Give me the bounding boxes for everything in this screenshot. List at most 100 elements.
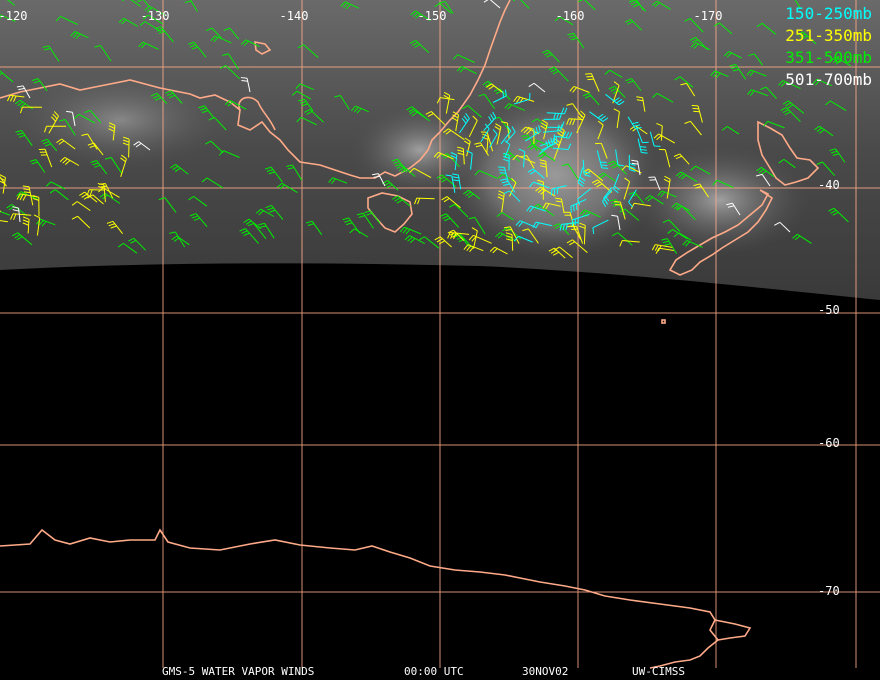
wind-barb [627,116,642,130]
wind-barb [755,173,771,187]
wind-barb [494,123,502,145]
wind-barb [567,32,585,49]
wind-barb [468,216,486,235]
wind-barb [41,138,58,152]
lat-label: -40 [818,178,840,192]
wind-barb [780,107,801,123]
wind-barb [577,167,586,187]
wind-barb [774,221,791,233]
wind-barb [0,174,6,194]
wind-barb [94,44,112,62]
wind-barb [410,10,431,22]
wind-barb [684,18,704,33]
wind-barb [653,133,676,144]
wind-barb [97,187,120,198]
wind-barb [276,182,298,194]
wind-barb [15,129,33,146]
wind-barb [778,158,796,169]
wind-barb [440,213,460,228]
wind-barb [468,115,478,138]
wind-barb [38,148,53,168]
wind-barb [443,91,451,114]
wind-barb [582,92,600,106]
wind-barb [356,212,374,229]
wind-barb [682,239,703,248]
wind-barb [661,238,678,254]
wind-barb [468,234,492,244]
wind-barb [673,153,690,165]
wind-barb [334,94,350,110]
australia-coast [0,0,511,179]
wind-barb [512,0,530,9]
wind-barb [658,148,671,168]
wind-barb [286,164,303,181]
wind-barb [636,96,646,112]
lon-label: -160 [555,9,585,23]
wind-barb [32,194,40,217]
wind-barb [505,232,514,251]
wind-barb [505,126,516,143]
wind-barb [396,164,416,177]
wind-barb [44,125,67,133]
wind-barb [351,105,369,114]
wind-barb [304,109,324,123]
wind-barb [449,203,469,218]
wind-barb [434,2,452,14]
barbs-150-250mb [445,89,661,243]
wind-barb [713,22,733,35]
wind-barb [504,140,511,159]
wind-barb [747,89,769,97]
wind-barb [404,235,425,245]
wind-barb [662,219,681,232]
wind-barb [447,229,465,242]
wind-barb [663,175,671,199]
wind-barb [689,37,708,51]
wind-barb [240,39,260,48]
lon-label: -120 [0,9,28,23]
wind-barb [513,92,531,105]
wind-barb [577,188,592,206]
wind-barb [691,105,703,123]
wind-barb [630,202,651,210]
wind-barb [569,85,590,93]
wind-barb [73,113,96,124]
wind-barb [258,222,275,239]
wind-barb [605,93,625,106]
wind-barb [158,197,177,213]
wind-barb [247,223,267,240]
wind-barb [496,212,514,221]
wind-barb [525,125,541,142]
wind-barb [208,116,227,131]
wind-barb [137,0,150,8]
wind-barb [812,78,833,87]
wind-barb [452,54,475,63]
south-island-coast [668,189,774,276]
lon-label: -140 [279,9,309,23]
wind-barb [550,185,567,196]
wind-barb [150,92,168,104]
wind-barb [108,122,116,141]
wind-barb [49,189,69,201]
wind-barb [503,190,521,203]
wind-barb [748,53,764,66]
wind-barb [680,82,696,97]
wind-barb [756,22,777,35]
wind-barb [466,150,473,170]
wind-barb [0,68,14,83]
wind-barb [84,109,102,123]
wind-barb [372,173,386,187]
gulf-coast [238,96,276,131]
wind-barb [240,77,251,93]
wind-barb [652,92,674,103]
wind-barb [45,181,66,190]
wind-barb [399,226,422,235]
wind-barb [457,146,465,165]
wind-barb [201,177,224,189]
wind-barb [497,190,505,213]
antarctica-coast [0,528,720,669]
wind-barb [566,239,588,253]
wind-barb [710,70,729,79]
wind-barb [535,186,556,197]
wind-barb [721,126,740,135]
